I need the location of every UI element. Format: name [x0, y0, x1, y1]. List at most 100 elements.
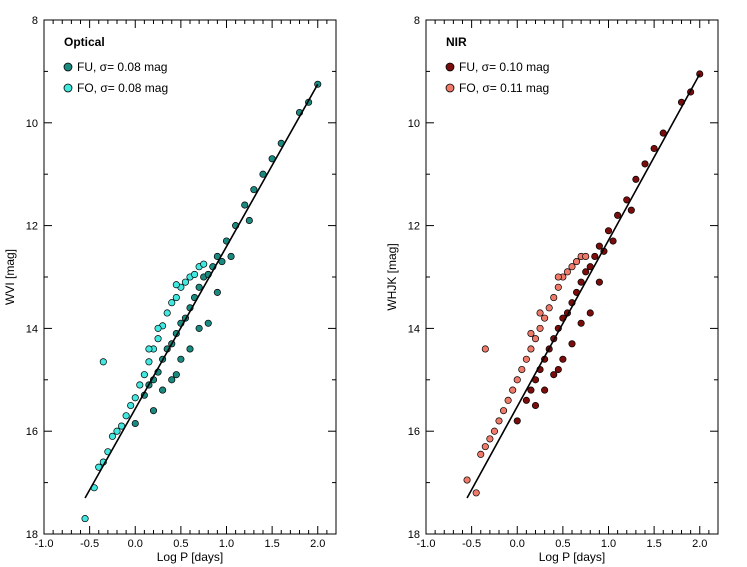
- optical-fo-point: [81, 515, 89, 523]
- nir-legend-fo-text: FO, σ= 0.11 mag: [459, 81, 549, 95]
- nir-y-tick-label: 16: [408, 426, 420, 438]
- optical-fo-point: [122, 412, 130, 420]
- nir-fu-point: [591, 252, 599, 260]
- nir-legend-fo-sigma: σ= 0.11 mag: [482, 81, 549, 95]
- nir-fo-point: [486, 435, 494, 443]
- nir-x-tick-label: -0.5: [462, 538, 481, 550]
- optical-x-axis-label: Log P [days]: [157, 550, 224, 564]
- nir-fo-point: [463, 476, 471, 484]
- nir-axis-ticks: [425, 19, 719, 535]
- optical-legend-fu-text: FU, σ= 0.08 mag: [77, 60, 167, 74]
- optical-fo-point: [113, 427, 121, 435]
- nir-fo-point: [573, 258, 581, 266]
- optical-fo-point: [145, 345, 153, 353]
- optical-x-tick-label: -1.0: [35, 538, 54, 550]
- nir-legend-fu-sigma: σ= 0.10 mag: [482, 60, 550, 74]
- optical-fu-point: [250, 186, 258, 194]
- optical-legend: FU, σ= 0.08 mag FO, σ= 0.08 mag: [63, 60, 168, 95]
- nir-y-tick-label: 12: [408, 221, 420, 233]
- optical-panel-label: Optical: [64, 35, 105, 49]
- nir-x-tick-label: -1.0: [417, 538, 436, 550]
- optical-legend-fu-name: FU: [77, 60, 93, 74]
- optical-legend-fo-separator: ,: [94, 81, 101, 95]
- nir-fu-point: [595, 242, 603, 250]
- nir-fu-point: [604, 227, 613, 235]
- optical-fu-point: [195, 283, 203, 291]
- nir-panel-label: NIR: [446, 35, 467, 49]
- nir-legend-fu-name: FU: [459, 60, 475, 74]
- nir-fu-point: [541, 386, 549, 394]
- nir-fu-point: [641, 160, 649, 168]
- nir-fo-point: [536, 324, 544, 332]
- nir-fu-point: [632, 175, 640, 183]
- nir-fo-point: [481, 345, 489, 353]
- optical-fo-point: [145, 358, 153, 366]
- nir-fo-point: [563, 268, 571, 276]
- nir-legend-fu-marker: [445, 62, 455, 72]
- nir-fu-point: [527, 386, 535, 394]
- optical-fo-point: [99, 358, 107, 366]
- nir-fo-point: [518, 365, 526, 374]
- optical-y-tick-label: 14: [26, 323, 38, 335]
- optical-y-tick-label: 16: [26, 426, 38, 438]
- optical-legend-fo-name: FO: [77, 81, 94, 95]
- optical-axis-ticks: [43, 19, 337, 535]
- nir-fo-point: [527, 345, 535, 353]
- nir-fu-point: [559, 355, 567, 363]
- optical-fo-point: [163, 309, 171, 317]
- nir-legend-fu-separator: ,: [475, 60, 482, 74]
- nir-fo-point: [522, 355, 530, 363]
- nir-fu-point: [650, 144, 658, 153]
- nir-fu-point: [609, 237, 617, 245]
- nir-legend-fu-text: FU, σ= 0.10 mag: [459, 60, 549, 74]
- nir-fo-point: [500, 407, 508, 415]
- optical-x-tick-label: 1.0: [219, 538, 234, 550]
- nir-y-tick-label: 10: [408, 118, 420, 130]
- optical-y-tick-label: 18: [26, 529, 38, 541]
- nir-fo-point: [568, 263, 576, 271]
- optical-fo-point: [131, 394, 139, 402]
- nir-fu-point: [582, 268, 590, 276]
- optical-x-tick-label: -0.5: [80, 538, 99, 550]
- optical-points: [81, 80, 322, 523]
- optical-fu-point: [168, 376, 176, 384]
- optical-fu-point: [186, 345, 194, 353]
- optical-fo-point: [168, 299, 176, 307]
- nir-fu-point: [513, 417, 521, 425]
- nir-points: [463, 70, 704, 497]
- nir-fu-point: [586, 309, 594, 317]
- optical-y-tick-label: 12: [26, 221, 38, 233]
- optical-legend-fu-marker: [63, 62, 73, 72]
- optical-fo-point: [191, 270, 199, 278]
- optical-fo-point: [140, 371, 148, 379]
- optical-x-tick-label: 1.5: [264, 538, 279, 550]
- optical-x-tick-label: 2.0: [310, 538, 325, 550]
- nir-fu-point: [577, 319, 585, 327]
- nir-fo-point: [531, 335, 540, 343]
- nir-fu-point: [531, 401, 540, 410]
- nir-x-tick-label: 0.0: [510, 538, 525, 550]
- nir-fu-point: [522, 396, 530, 404]
- nir-fu-point: [568, 340, 576, 348]
- optical-y-tick-label: 8: [32, 15, 38, 27]
- nir-legend-fo-separator: ,: [476, 81, 483, 95]
- nir-fo-point: [481, 443, 489, 451]
- nir-fu-point: [550, 371, 558, 379]
- optical-legend-fo-marker: [63, 83, 73, 93]
- optical-fo-point: [136, 381, 144, 389]
- nir-fo-point: [545, 304, 553, 312]
- nir-y-tick-label: 8: [414, 15, 420, 27]
- optical-fu-point: [213, 288, 221, 296]
- nir-legend: FU, σ= 0.10 mag FO, σ= 0.11 mag: [445, 60, 549, 95]
- nir-fo-point: [582, 252, 590, 260]
- nir-fo-point: [554, 283, 562, 291]
- optical-fu-point: [131, 419, 139, 428]
- optical-fu-point: [172, 371, 180, 379]
- optical-fu-point: [241, 201, 249, 209]
- optical-tick-labels: -1.0 -0.5 0.0 0.5 1.0 1.5 2.0 8 10 12 14 16 18: [26, 15, 326, 550]
- nir-legend-fo-marker: [445, 83, 455, 93]
- nir-fu-point: [627, 206, 635, 214]
- optical-legend-fu-sigma: σ= 0.08 mag: [100, 60, 168, 74]
- nir-fo-point: [504, 396, 512, 404]
